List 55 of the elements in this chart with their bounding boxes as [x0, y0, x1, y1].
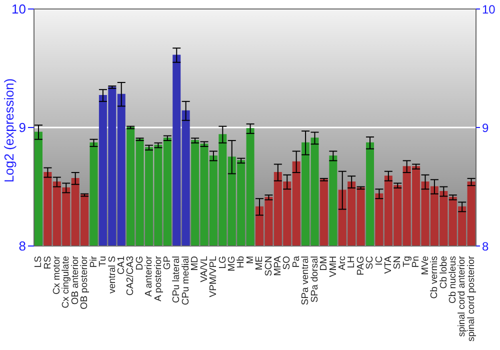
- x-tick-label: VA/VL: [198, 256, 210, 282]
- x-tick-label: Cb nucleus: [447, 256, 458, 304]
- x-tick-label: Pn: [410, 256, 422, 268]
- x-tick-label: spinal cord anterior: [456, 256, 468, 337]
- x-tick-label: SO: [282, 256, 293, 270]
- x-tick-label: CA2/CA3: [125, 256, 136, 296]
- y-tick-label: 8: [18, 238, 26, 254]
- x-tick-label: LG: [217, 256, 228, 269]
- x-tick-label: M: [244, 256, 256, 264]
- x-tick-label: Cb lobe: [438, 256, 450, 289]
- x-tick-label: VTA: [383, 255, 394, 274]
- x-tick-label: ventral S: [106, 256, 118, 294]
- x-tick-label: A anterior: [144, 256, 155, 297]
- x-tick-label: VMH: [328, 256, 339, 278]
- x-tick-label: Tg: [401, 256, 412, 268]
- x-tick-label: SN: [392, 256, 404, 270]
- x-tick-label: SC: [364, 256, 376, 270]
- x-tick-label: DG: [134, 256, 146, 270]
- x-tick-label: OB anterior: [70, 256, 81, 305]
- x-tick-label: SPa ventral: [300, 256, 312, 306]
- x-tick-label: IC: [374, 256, 385, 266]
- x-tick-label: ME: [254, 256, 266, 270]
- x-tick-label: GP: [162, 256, 174, 270]
- x-tick-label: VPM/VPL: [208, 256, 220, 298]
- x-tick-label: Pa: [290, 255, 302, 268]
- x-tick-label: CA1: [116, 256, 127, 274]
- x-tick-label: LH: [346, 256, 358, 268]
- x-tick-label: RS: [42, 256, 54, 270]
- x-tick-label: Hb: [236, 256, 247, 268]
- x-tick-label: Arc: [336, 256, 348, 270]
- x-tick-label: Cb vermis: [429, 256, 440, 299]
- x-tick-label: spinal cord posterior: [466, 256, 477, 342]
- y2-tick-label: 8: [482, 239, 489, 254]
- x-tick-label: MVe: [420, 256, 431, 276]
- y-axis-title: Log2 (expression): [2, 78, 17, 182]
- x-tick-label: MD: [190, 256, 201, 271]
- x-tick-label: MG: [226, 256, 238, 272]
- y2-tick-label: 9: [482, 120, 489, 135]
- y-tick-label: 10: [12, 2, 26, 17]
- x-tick-label: PAG: [355, 256, 366, 276]
- x-tick-label: OB posterior: [79, 256, 90, 310]
- x-tick-label: Cx cingulate: [60, 256, 72, 308]
- x-tick-label: LS: [33, 256, 44, 268]
- y-tick-label: 9: [18, 120, 26, 136]
- x-tick-label: CPu medial: [180, 256, 192, 306]
- x-tick-label: CPu lateral: [171, 256, 182, 303]
- x-tick-label: SPa dorsal: [309, 256, 320, 302]
- x-tick-label: DM: [318, 256, 330, 271]
- x-tick-label: Tu: [98, 256, 109, 267]
- x-tick-label: Cx motor: [52, 256, 63, 295]
- x-tick-label: SCN: [263, 256, 274, 276]
- x-tick-label: MPA: [272, 255, 284, 276]
- x-tick-label: Pir: [88, 256, 100, 268]
- x-tick-label: A posterior: [152, 256, 164, 302]
- y2-tick-label: 10: [482, 2, 496, 16]
